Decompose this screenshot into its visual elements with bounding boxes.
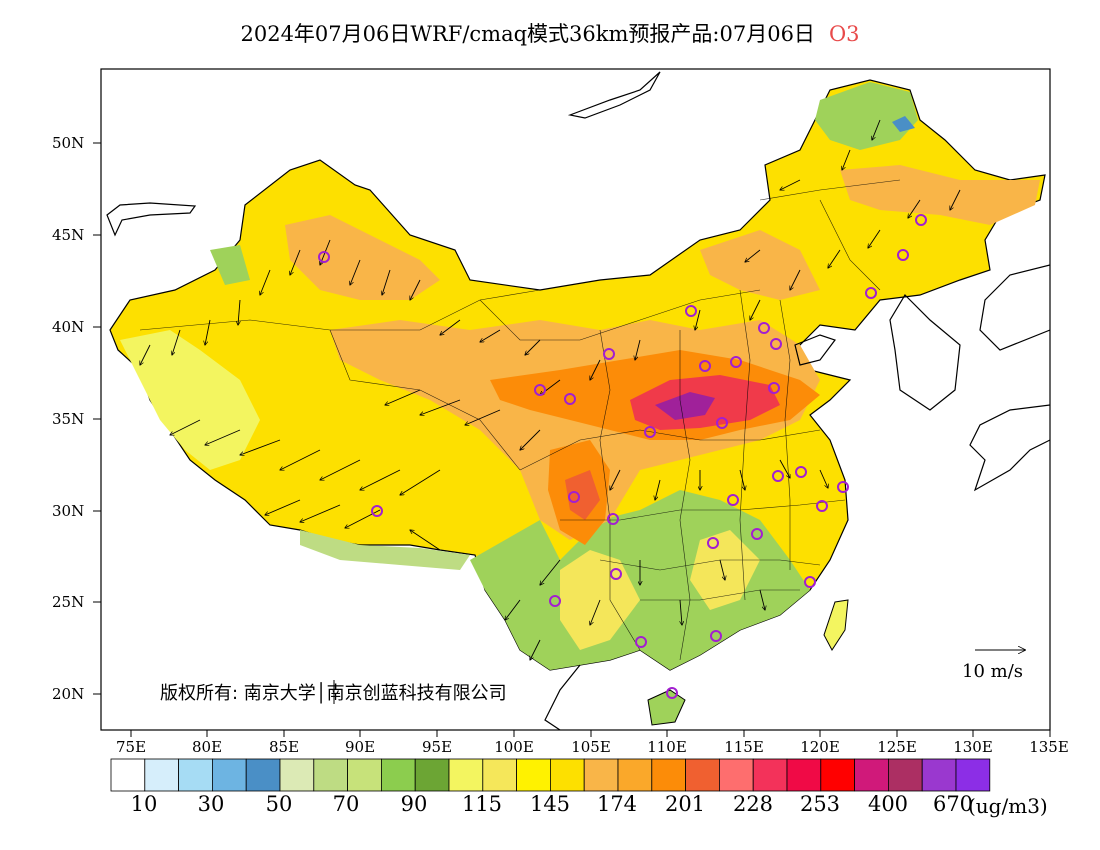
colorbar-swatch [178,758,213,792]
moderate-zone-west [120,330,260,470]
lon-label-130e: 130E [953,738,993,756]
map-canvas [106,71,1050,730]
colorbar-label: 253 [799,792,841,816]
colorbar-swatch [719,758,754,792]
reference-vector-label: 10 m/s [962,661,1023,682]
colorbar-swatch [516,758,551,792]
high-zone-xinjiang [285,215,440,300]
lat-label-30n: 30N [52,502,85,520]
moderate-zone-se [690,530,760,610]
colorbar-swatch [820,758,855,792]
colorbar-label: 201 [664,792,706,816]
lon-label-115e: 115E [724,738,764,756]
colorbar-swatch [414,758,450,792]
lon-label-100e: 100E [494,738,534,756]
pollutant-label: O3 [828,22,860,46]
colorbar-swatch [482,758,517,792]
colorbar-label: 115 [461,792,503,816]
lat-label-35n: 35N [52,410,85,428]
colorbar-swatch [380,758,416,792]
colorbar-swatch [752,758,788,792]
lon-label-125e: 125E [877,738,917,756]
axis-ticks [93,142,1051,737]
lat-label-25n: 25N [52,593,85,611]
station-markers [318,214,927,699]
lon-label-90e: 90E [344,738,376,756]
colorbar-label: 670 [932,792,974,816]
colorbar-swatch [448,758,484,792]
colorbar-label: 50 [265,792,293,816]
colorbar-swatch [921,758,957,792]
high-zone-northeast [840,165,1040,225]
coastlines [106,71,1050,730]
lon-label-75e: 75E [115,738,147,756]
map-frame [100,68,1051,731]
lon-label-95e: 95E [421,738,453,756]
taiwan-island [823,599,849,651]
copyright-text: 版权所有: 南京大学│南京创蓝科技有限公司 [160,683,507,704]
high-zone-north [700,230,820,300]
very-low-zone-northeast [892,116,915,132]
colorbar-label: 10 [130,792,158,816]
colorbar-swatch [313,758,348,792]
colorbar-label: 70 [332,792,360,816]
lon-label-85e: 85E [268,738,300,756]
colorbar-swatch [550,758,585,792]
lat-label-50n: 50N [52,134,85,152]
colorbar-label: 30 [197,792,225,816]
colorbar-swatch [617,758,653,792]
low-zone-xinjiang [210,245,250,285]
colorbar-label: 228 [732,792,774,816]
colorbar-swatch [347,758,382,792]
lon-label-80e: 80E [191,738,223,756]
lon-label-105e: 105E [571,738,611,756]
colorbar-label: 174 [596,792,638,816]
colorbar-swatch [583,758,619,792]
colorbar-swatch [279,758,315,792]
colorbar-unit: (ug/m3) [968,794,1048,818]
severe-zone-sichuan [565,470,600,520]
lon-label-135e: 135E [1029,738,1069,756]
low-zone-northeast [815,82,918,150]
colorbar-swatch [110,758,146,792]
colorbar-swatch [651,758,686,792]
colorbar-swatch [888,758,923,792]
lon-label-120e: 120E [800,738,840,756]
colorbar-swatch [144,758,180,792]
lat-label-40n: 40N [52,318,85,336]
colorbar-swatch [955,758,991,792]
extreme-zone-central [655,392,715,420]
colorbar-swatch [685,758,720,792]
colorbar-label: 400 [867,792,909,816]
colorbar [110,758,991,792]
lat-label-45n: 45N [52,226,85,244]
wind-vectors [140,119,961,660]
lon-label-110e: 110E [647,738,687,756]
colorbar-swatch [854,758,889,792]
colorbar-swatch [786,758,822,792]
title-main: 2024年07月06日WRF/cmaq模式36km预报产品:07月06日 [240,22,815,46]
colorbar-label: 90 [400,792,428,816]
colorbar-swatch [211,758,247,792]
lat-label-20n: 20N [52,685,85,703]
colorbar-swatch [245,758,281,792]
map-title: 2024年07月06日WRF/cmaq模式36km预报产品:07月06日 O3 [0,18,1100,48]
low-zone-tibet [300,530,470,570]
colorbar-label: 145 [529,792,571,816]
